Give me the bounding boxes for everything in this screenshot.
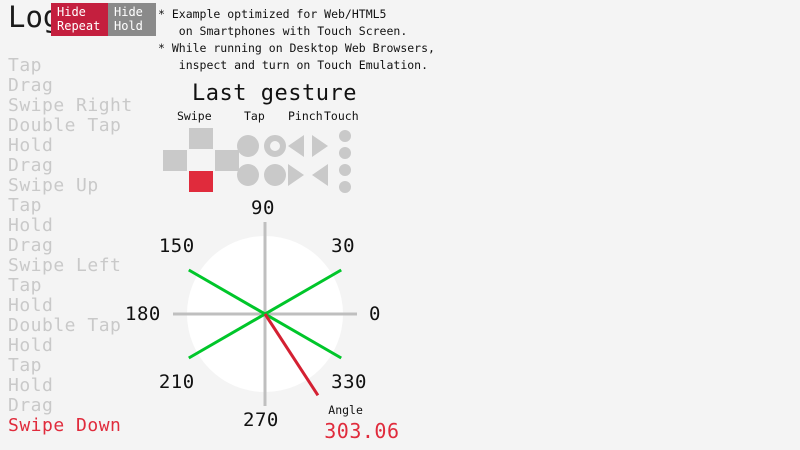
tap-double-icon — [264, 135, 286, 157]
hide-repeat-button[interactable]: Hide Repeat — [51, 3, 109, 36]
touch-point-2-icon — [339, 147, 351, 159]
angle-dial[interactable]: 0 30 90 150 180 210 270 330 Angle 303.06 — [125, 196, 400, 446]
column-header-touch: Touch — [324, 109, 359, 123]
tick-label-150: 150 — [158, 234, 195, 257]
swipe-up-icon — [189, 128, 213, 149]
angle-caption: Angle — [328, 403, 363, 417]
angle-needle — [263, 313, 320, 397]
list-item: Hold — [8, 295, 54, 316]
tick-label-270: 270 — [243, 409, 279, 431]
list-item: Double Tap — [8, 115, 122, 136]
column-header-tap: Tap — [244, 109, 265, 123]
tap-drag-icon — [264, 164, 286, 186]
list-item: Tap — [8, 275, 43, 296]
pinch-out-left-arrow-icon — [288, 135, 304, 157]
info-notes: * Example optimized for Web/HTML5 on Sma… — [158, 7, 435, 72]
tick-label-180: 180 — [125, 303, 161, 325]
list-item: Hold — [8, 135, 54, 156]
touch-point-1-icon — [339, 130, 351, 142]
touch-point-4-icon — [339, 181, 351, 193]
list-item: Drag — [8, 75, 54, 96]
list-item: Double Tap — [8, 315, 122, 336]
list-item: Swipe Up — [8, 175, 99, 196]
list-item: Drag — [8, 155, 54, 176]
swipe-direction-indicator — [163, 128, 241, 192]
list-item: Swipe Left — [8, 255, 122, 276]
list-item: Drag — [8, 395, 54, 416]
tick-label-210: 210 — [158, 371, 195, 394]
pinch-out-right-arrow-icon — [312, 135, 328, 157]
tick-label-30: 30 — [331, 234, 356, 257]
gesture-log-list[interactable]: Tap Drag Swipe Right Double Tap Hold Dra… — [8, 56, 158, 436]
column-header-pinch: Pinch — [288, 109, 323, 123]
last-gesture-title: Last gesture — [192, 81, 357, 106]
swipe-left-icon — [163, 150, 187, 171]
list-item: Swipe Right — [8, 95, 133, 116]
list-item: Tap — [8, 55, 43, 76]
list-item: Hold — [8, 335, 54, 356]
list-item-current: Swipe Down — [8, 415, 122, 436]
list-item: Tap — [8, 195, 43, 216]
pinch-in-right-arrow-icon — [288, 164, 304, 186]
touch-points-indicator — [339, 130, 353, 193]
tap-hold-icon — [237, 164, 259, 186]
swipe-down-icon — [189, 171, 213, 192]
swipe-right-icon — [215, 150, 239, 171]
angle-value: 303.06 — [324, 419, 400, 443]
tick-label-90: 90 — [251, 197, 275, 219]
tick-label-0: 0 — [369, 303, 381, 325]
hide-hold-button[interactable]: Hide Hold — [108, 3, 156, 36]
touch-point-3-icon — [339, 164, 351, 176]
list-item: Hold — [8, 215, 54, 236]
angle-dial-svg — [173, 222, 357, 406]
list-item: Hold — [8, 375, 54, 396]
pinch-in-left-arrow-icon — [312, 164, 328, 186]
tap-indicator — [237, 135, 287, 187]
tick-label-330: 330 — [331, 371, 367, 394]
list-item: Tap — [8, 355, 43, 376]
pinch-indicator — [288, 135, 332, 187]
column-header-swipe: Swipe — [177, 109, 212, 123]
list-item: Drag — [8, 235, 54, 256]
tap-single-icon — [237, 135, 259, 157]
